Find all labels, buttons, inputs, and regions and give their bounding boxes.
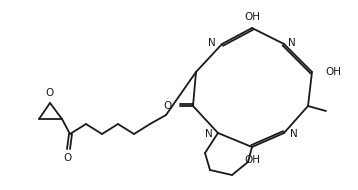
Text: O: O [64,153,72,163]
Text: OH: OH [325,67,341,77]
Text: O: O [164,101,172,111]
Text: N: N [205,129,213,139]
Text: O: O [46,88,54,98]
Text: N: N [208,38,216,48]
Text: N: N [288,38,296,48]
Text: N: N [290,129,298,139]
Text: OH: OH [244,155,260,165]
Text: OH: OH [244,12,260,22]
